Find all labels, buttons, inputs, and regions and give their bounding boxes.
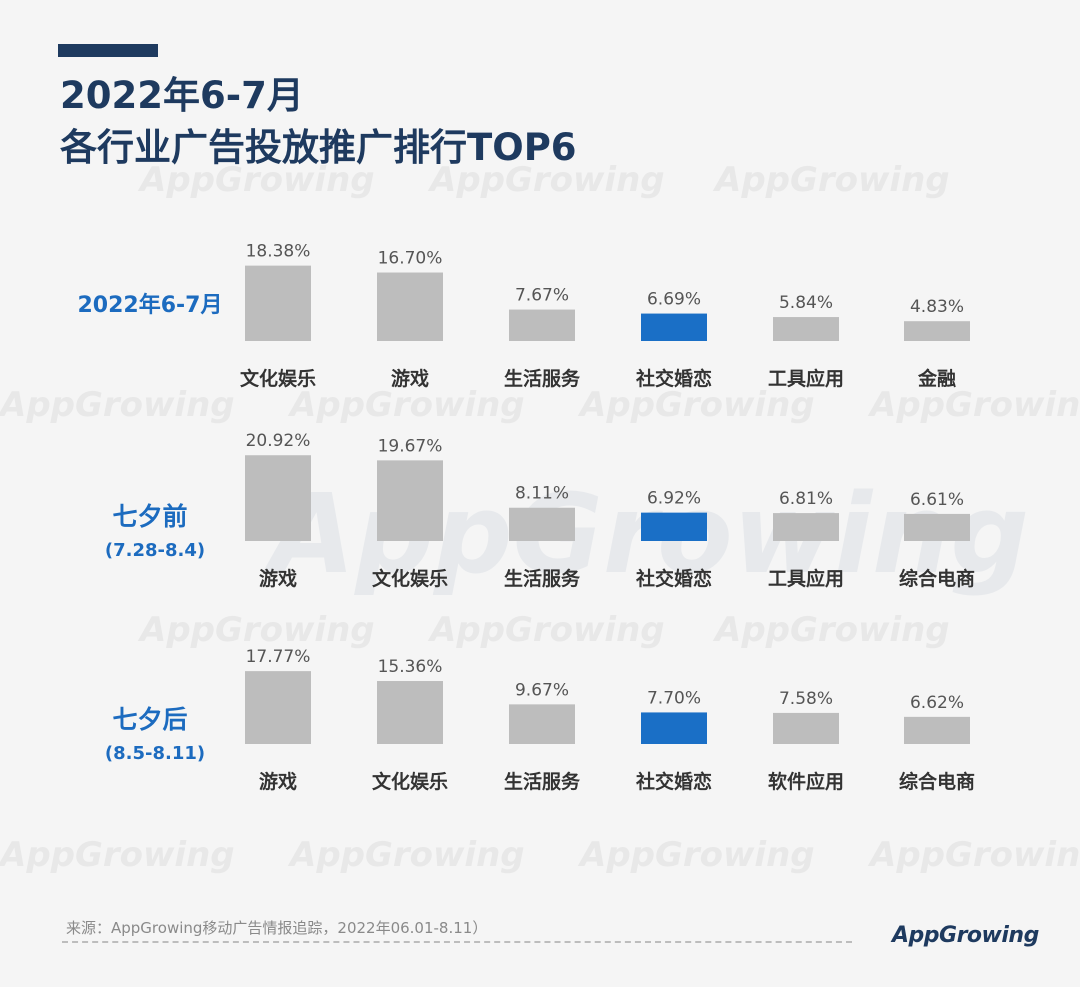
category-label: 文化娱乐	[240, 367, 316, 390]
bar	[773, 712, 839, 744]
category-label: 游戏	[259, 770, 297, 793]
bar	[377, 272, 443, 341]
bar	[904, 716, 970, 744]
value-label: 18.38%	[246, 242, 311, 262]
category-label: 社交婚恋	[635, 567, 712, 590]
category-label: 游戏	[391, 367, 429, 390]
category-label: 社交婚恋	[635, 367, 712, 390]
row-label: 七夕后	[112, 705, 187, 734]
value-label: 7.67%	[515, 286, 569, 306]
value-label: 5.84%	[779, 293, 833, 313]
category-label: 社交婚恋	[635, 770, 712, 793]
bar	[509, 507, 575, 541]
bar	[245, 671, 311, 744]
value-label: 7.58%	[779, 689, 833, 709]
bar	[245, 265, 311, 341]
category-label: 综合电商	[899, 770, 975, 793]
row-label: 2022年6-7月	[78, 292, 223, 318]
category-label: 工具应用	[768, 367, 844, 390]
category-label: 生活服务	[504, 367, 581, 390]
appgrowing-logo: AppGrowing	[892, 923, 1039, 948]
bar	[641, 712, 707, 744]
value-label: 6.69%	[647, 290, 701, 310]
value-label: 6.81%	[779, 489, 833, 509]
value-label: 4.83%	[910, 297, 964, 317]
row-sublabel: (7.28-8.4)	[105, 540, 205, 561]
bar	[904, 513, 970, 541]
value-label: 7.70%	[647, 688, 701, 708]
bar	[377, 460, 443, 541]
footer-divider	[62, 941, 852, 943]
value-label: 8.11%	[515, 484, 569, 504]
bar	[377, 681, 443, 744]
value-label: 9.67%	[515, 680, 569, 700]
bar	[773, 317, 839, 341]
bar	[509, 704, 575, 744]
bar	[245, 455, 311, 541]
row-sublabel: (8.5-8.11)	[105, 743, 205, 764]
row-label: 七夕前	[112, 502, 187, 531]
value-label: 6.61%	[910, 490, 964, 510]
bar	[641, 512, 707, 541]
category-label: 软件应用	[768, 770, 844, 793]
page-subtitle: 各行业广告投放推广排行TOP6	[60, 126, 577, 169]
value-label: 6.92%	[647, 489, 701, 509]
value-label: 6.62%	[910, 693, 964, 713]
category-label: 文化娱乐	[372, 567, 448, 590]
page-title: 2022年6-7月	[60, 74, 304, 117]
bar	[904, 321, 970, 341]
value-label: 16.70%	[378, 249, 443, 269]
value-label: 20.92%	[246, 431, 311, 451]
bar	[773, 513, 839, 541]
category-label: 生活服务	[504, 770, 581, 793]
source-note: 来源：AppGrowing移动广告情报追踪，2022年06.01-8.11）	[66, 919, 488, 937]
title-accent-bar	[58, 44, 158, 57]
value-label: 15.36%	[378, 657, 443, 677]
category-label: 金融	[917, 367, 956, 390]
category-label: 综合电商	[899, 567, 975, 590]
value-label: 19.67%	[378, 436, 443, 456]
value-label: 17.77%	[246, 647, 311, 667]
category-label: 游戏	[259, 567, 297, 590]
category-label: 文化娱乐	[372, 770, 448, 793]
category-label: 工具应用	[768, 567, 844, 590]
bar	[641, 313, 707, 341]
category-label: 生活服务	[504, 567, 581, 590]
bar	[509, 309, 575, 341]
